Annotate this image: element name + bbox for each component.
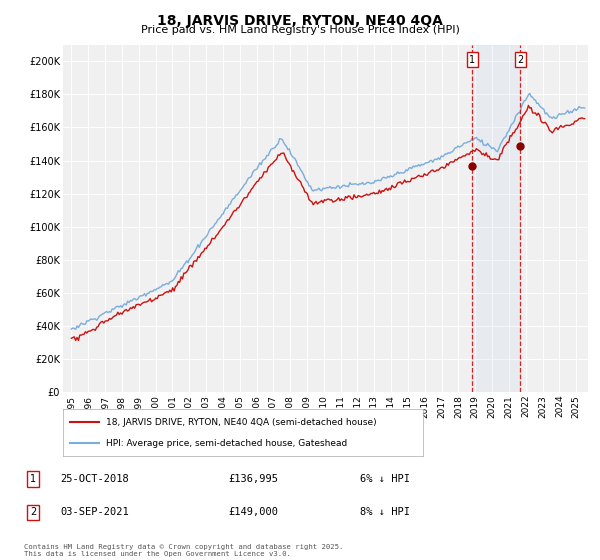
Text: 1: 1 xyxy=(469,55,475,65)
Text: HPI: Average price, semi-detached house, Gateshead: HPI: Average price, semi-detached house,… xyxy=(106,438,347,447)
Text: 2: 2 xyxy=(30,507,36,517)
Text: 8% ↓ HPI: 8% ↓ HPI xyxy=(360,507,410,517)
Text: 6% ↓ HPI: 6% ↓ HPI xyxy=(360,474,410,484)
Text: 2: 2 xyxy=(517,55,523,65)
Text: 18, JARVIS DRIVE, RYTON, NE40 4QA (semi-detached house): 18, JARVIS DRIVE, RYTON, NE40 4QA (semi-… xyxy=(106,418,377,427)
Text: 25-OCT-2018: 25-OCT-2018 xyxy=(60,474,129,484)
Text: Price paid vs. HM Land Registry's House Price Index (HPI): Price paid vs. HM Land Registry's House … xyxy=(140,25,460,35)
Text: £136,995: £136,995 xyxy=(228,474,278,484)
Text: £149,000: £149,000 xyxy=(228,507,278,517)
Text: 03-SEP-2021: 03-SEP-2021 xyxy=(60,507,129,517)
Text: 1: 1 xyxy=(30,474,36,484)
Text: Contains HM Land Registry data © Crown copyright and database right 2025.
This d: Contains HM Land Registry data © Crown c… xyxy=(24,544,343,557)
Bar xyxy=(472,45,520,392)
Text: 18, JARVIS DRIVE, RYTON, NE40 4QA: 18, JARVIS DRIVE, RYTON, NE40 4QA xyxy=(157,14,443,28)
